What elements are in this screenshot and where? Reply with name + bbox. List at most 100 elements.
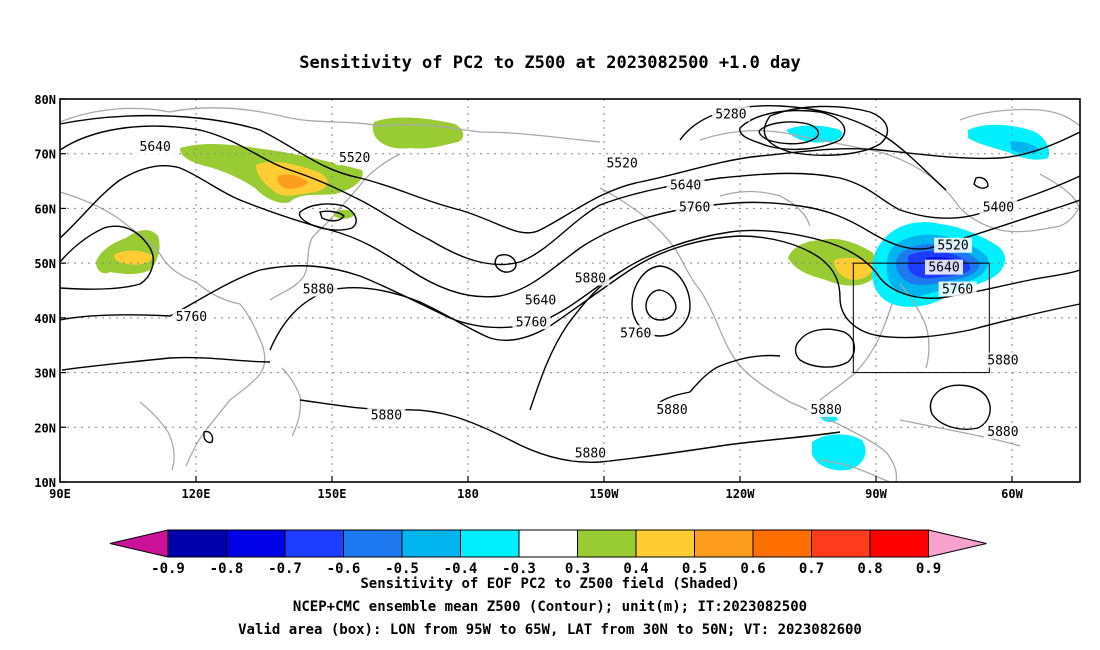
colorbar-label: 0.3 xyxy=(565,561,590,577)
lat-label: 50N xyxy=(34,257,56,271)
colorbar-swatch xyxy=(518,529,578,558)
colorbar-label: -0.6 xyxy=(327,561,361,577)
colorbar-swatch xyxy=(752,529,812,558)
contour-label: 5640 xyxy=(925,259,963,276)
lon-label: 180 xyxy=(457,487,479,501)
valid-area-box xyxy=(852,262,990,374)
contour-label: 5640 xyxy=(521,292,560,308)
contour-label-text: 5520 xyxy=(606,157,637,172)
map-frame xyxy=(59,98,1081,483)
contour-label-text: 5880 xyxy=(987,354,1018,369)
contour-label-text: 5400 xyxy=(983,200,1014,215)
footer-line-1: Sensitivity of EOF PC2 to Z500 field (Sh… xyxy=(360,576,739,592)
colorbar-swatch xyxy=(577,529,637,558)
colorbar-label: 0.8 xyxy=(857,561,882,577)
colorbar-label: -0.7 xyxy=(268,561,302,577)
lon-label: 150W xyxy=(590,487,620,501)
colorbar-label: 0.4 xyxy=(623,561,648,577)
contour-label: 5880 xyxy=(571,445,610,462)
contour-label: 5400 xyxy=(979,199,1018,215)
colorbar-low-extend xyxy=(109,529,169,558)
colorbar-swatch xyxy=(869,529,929,558)
contour-label: 5880 xyxy=(367,407,406,423)
latitude-labels: 80N 70N 60N 50N 40N 30N 20N 10N xyxy=(34,93,66,490)
lon-label: 90W xyxy=(865,487,887,501)
contour-label: 5640 xyxy=(666,177,705,194)
colorbar-swatch xyxy=(167,529,227,558)
colorbar-high-extend xyxy=(928,529,987,558)
colorbar-label: 0.7 xyxy=(799,561,824,577)
contour-label: 5880 xyxy=(653,401,691,418)
shade-positive-asia-west-core xyxy=(114,250,154,265)
contour-label-text: 5640 xyxy=(140,140,171,155)
contour-label-text: 5520 xyxy=(937,239,968,254)
lon-label: 90E xyxy=(49,487,71,501)
contour-label: 5640 xyxy=(136,139,175,155)
colorbar-label: -0.5 xyxy=(385,561,419,577)
contour-label: 5520 xyxy=(934,237,973,254)
colorbar-swatch xyxy=(694,529,754,558)
contour-label-text: 5520 xyxy=(339,151,370,166)
colorbar-label: -0.8 xyxy=(210,561,244,577)
contour-label-text: 5880 xyxy=(987,425,1018,440)
contour-label: 5760 xyxy=(675,199,714,215)
contour-label-text: 5640 xyxy=(525,293,556,308)
lat-label: 10N xyxy=(34,476,56,490)
colorbar: -0.9 -0.8 -0.7 -0.6 -0.5 -0.4 -0.3 0.3 0.4 0.5 0.6… xyxy=(109,529,987,577)
contour-label: 5520 xyxy=(335,150,374,166)
lat-label: 80N xyxy=(34,93,56,107)
footer-line-2: NCEP+CMC ensemble mean Z500 (Contour); u… xyxy=(293,599,807,615)
colorbar-swatch xyxy=(401,529,461,558)
lat-label: 30N xyxy=(34,367,56,381)
chart-title: Sensitivity of PC2 to Z500 at 2023082500… xyxy=(299,53,801,73)
colorbar-swatch xyxy=(284,529,344,558)
contour-label-text: 5760 xyxy=(942,283,973,298)
contour-label: 5760 xyxy=(938,281,977,298)
contour-label: 5280 xyxy=(711,106,750,122)
contour-label: 5760 xyxy=(616,325,655,341)
shade-negative-arctic-2b xyxy=(1010,141,1040,154)
contour-label-text: 5760 xyxy=(620,326,651,341)
contour-label-text: 5280 xyxy=(715,107,746,122)
contour-label: 5880 xyxy=(983,352,1022,369)
colorbar-label: -0.4 xyxy=(444,561,478,577)
colorbar-label: 0.9 xyxy=(916,561,941,577)
lat-label: 70N xyxy=(34,148,56,162)
contour-label-text: 5880 xyxy=(810,403,841,418)
contour-label: 5760 xyxy=(512,314,551,330)
contour-label-text: 5880 xyxy=(371,408,402,423)
colorbar-label: -0.3 xyxy=(502,561,536,577)
contour-label: 5880 xyxy=(299,281,338,298)
longitude-labels: 90E 120E 150E 180 150W 120W 90W 60W xyxy=(49,476,1024,501)
map-panel: 5640 5520 5280 5520 5640 5760 5400 5520 5640 5760… xyxy=(59,98,1081,483)
contour-label: 5880 xyxy=(983,423,1022,440)
lon-label: 60W xyxy=(1001,487,1023,501)
colorbar-swatch xyxy=(635,529,695,558)
contour-label-text: 5760 xyxy=(176,310,207,325)
contour-label-text: 5880 xyxy=(656,403,687,418)
contour-label: 5880 xyxy=(807,401,846,418)
lon-label: 120E xyxy=(182,487,211,501)
shade-positive-small xyxy=(334,209,356,219)
colorbar-label: 0.5 xyxy=(682,561,707,577)
lat-label: 20N xyxy=(34,421,56,435)
lon-label: 120W xyxy=(726,487,756,501)
contour-label: 5880 xyxy=(571,270,610,287)
shade-negative-arctic xyxy=(786,125,843,143)
contour-label-text: 5640 xyxy=(928,261,959,276)
colorbar-swatch xyxy=(226,529,286,558)
contour-label-text: 5640 xyxy=(670,179,701,194)
shade-positive-asia-peak xyxy=(277,174,308,189)
colorbar-label: 0.6 xyxy=(740,561,765,577)
lon-label: 150E xyxy=(318,487,347,501)
colorbar-label: -0.9 xyxy=(151,561,185,577)
contour-label-text: 5760 xyxy=(679,200,710,215)
colorbar-swatch xyxy=(811,529,871,558)
contour-label: 5760 xyxy=(172,308,211,325)
contour-label-text: 5880 xyxy=(575,447,606,462)
contour-label-text: 5880 xyxy=(303,283,334,298)
contour-label-text: 5760 xyxy=(516,315,547,330)
contour-label: 5520 xyxy=(603,155,642,172)
contour-label-text: 5880 xyxy=(575,272,606,287)
lat-label: 60N xyxy=(34,202,56,216)
